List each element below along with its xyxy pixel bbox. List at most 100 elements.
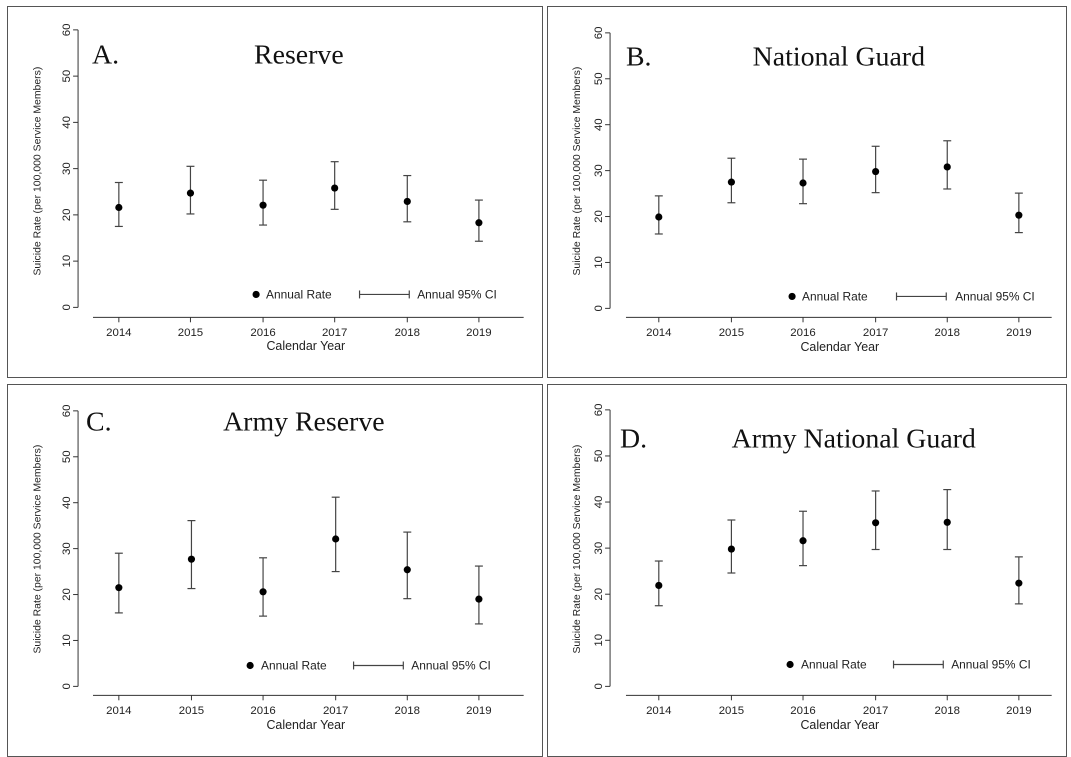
y-tick-label: 30 — [593, 164, 605, 177]
legend-point-label: Annual Rate — [261, 658, 327, 672]
x-axis-label: Calendar Year — [800, 340, 879, 354]
y-tick-label: 30 — [61, 542, 73, 555]
y-tick-label: 0 — [61, 304, 73, 310]
y-tick-label: 0 — [593, 683, 605, 689]
x-tick-label: 2019 — [466, 327, 491, 339]
x-axis-label: Calendar Year — [266, 339, 345, 353]
y-tick-label-group: 10 — [593, 634, 605, 647]
y-axis-label-group: Suicide Rate (per 100,000 Service Member… — [572, 67, 583, 276]
ci-bar — [114, 552, 123, 614]
ci-bar — [403, 531, 412, 600]
plot-area: 0 10 20 30 40 50 60 2014 2015 2016 2017 2018 2019 Ann… — [593, 404, 1052, 717]
y-tick-label-group: 40 — [593, 496, 605, 509]
y-tick-label: 20 — [593, 210, 605, 223]
data-point — [799, 537, 807, 545]
panel-title: Army Reserve — [223, 407, 385, 438]
data-point — [943, 518, 951, 526]
y-tick-label-group: 40 — [61, 496, 73, 509]
y-tick-label: 60 — [593, 27, 605, 40]
y-tick-label: 30 — [593, 542, 605, 555]
x-tick-label: 2017 — [863, 327, 888, 339]
legend: Annual Rate Annual 95% CI — [788, 289, 1035, 303]
y-tick-label-group: 40 — [61, 116, 73, 129]
panel-title: Army National Guard — [732, 424, 976, 455]
x-tick-label: 2019 — [1006, 705, 1031, 717]
data-point — [872, 519, 880, 527]
y-tick-label-group: 30 — [593, 164, 605, 177]
data-point — [403, 197, 411, 206]
legend-point-label: Annual Rate — [802, 289, 868, 303]
legend-point-marker — [252, 290, 260, 299]
y-tick-label: 40 — [61, 116, 73, 129]
data-point — [943, 163, 951, 171]
legend-ci-label: Annual 95% CI — [417, 287, 497, 301]
data-point — [655, 213, 663, 221]
y-tick-label-group: 0 — [593, 305, 605, 311]
y-tick-label-group: 20 — [61, 209, 73, 222]
plot-area: 0 10 20 30 40 50 60 2014 2015 2016 2017 2018 2019 Ann… — [593, 27, 1052, 339]
chart-panel-d: D. Army National Guard Suicide Rate (per… — [547, 384, 1067, 757]
panel-letter: C. — [86, 407, 112, 438]
y-tick-label-group: 30 — [61, 162, 73, 175]
data-point — [186, 189, 195, 197]
y-tick-label-group: 10 — [593, 256, 605, 269]
y-tick-label: 60 — [61, 24, 73, 37]
panel-letter: A. — [92, 40, 119, 71]
y-tick-label: 60 — [61, 405, 73, 418]
legend-point-label: Annual Rate — [266, 287, 332, 301]
x-tick-label: 2014 — [106, 327, 132, 339]
y-tick-label-group: 60 — [61, 405, 73, 418]
y-axis-label-group: Suicide Rate (per 100,000 Service Member… — [572, 445, 583, 654]
panel-title: Reserve — [254, 40, 344, 71]
chart-a-svg: A. Reserve Suicide Rate (per 100,000 Ser… — [32, 24, 524, 353]
chart-b-svg: B. National Guard Suicide Rate (per 100,… — [572, 27, 1052, 354]
y-tick-label: 20 — [593, 588, 605, 601]
ci-bar — [474, 565, 483, 625]
legend: Annual Rate Annual 95% CI — [246, 658, 491, 672]
x-tick-label: 2014 — [646, 327, 672, 339]
x-tick-label: 2017 — [323, 705, 348, 717]
plot-area: 0 10 20 30 40 50 60 2014 2015 2016 2017 2018 2019 Ann… — [61, 24, 524, 339]
data-point — [115, 584, 123, 592]
legend-point-marker — [788, 292, 796, 301]
y-tick-label-group: 20 — [61, 588, 73, 601]
ci-bar — [187, 520, 196, 590]
y-tick-label: 40 — [61, 496, 73, 509]
x-tick-label: 2015 — [178, 327, 203, 339]
legend-ci-label: Annual 95% CI — [411, 658, 491, 672]
y-axis-label: Suicide Rate (per 100,000 Service Member… — [572, 67, 583, 276]
x-tick-label: 2019 — [466, 705, 491, 717]
x-tick-label: 2014 — [646, 705, 672, 717]
chart-panel-b: B. National Guard Suicide Rate (per 100,… — [547, 6, 1067, 378]
legend-point-label: Annual Rate — [801, 657, 867, 671]
y-tick-label-group: 0 — [593, 683, 605, 689]
y-tick-label: 50 — [593, 72, 605, 85]
y-tick-label-group: 30 — [61, 542, 73, 555]
x-tick-label: 2019 — [1006, 327, 1031, 339]
legend-ci-label: Annual 95% CI — [951, 657, 1031, 671]
y-tick-label: 40 — [593, 496, 605, 509]
x-tick-label: 2016 — [250, 327, 275, 339]
data-point — [727, 178, 735, 186]
x-tick-label: 2016 — [790, 327, 815, 339]
y-tick-label-group: 50 — [593, 450, 605, 463]
panel-letter: D. — [620, 424, 647, 455]
y-tick-label: 10 — [61, 634, 73, 647]
chart-panel-c: C. Army Reserve Suicide Rate (per 100,00… — [7, 384, 543, 757]
data-point — [403, 566, 411, 574]
y-tick-label-group: 0 — [61, 304, 73, 310]
data-point — [259, 588, 267, 596]
y-tick-label: 20 — [61, 209, 73, 222]
x-tick-label: 2017 — [863, 705, 888, 717]
y-tick-label-group: 40 — [593, 118, 605, 131]
legend-point-marker — [786, 660, 794, 669]
y-axis-label-group: Suicide Rate (per 100,000 Service Member… — [32, 67, 43, 276]
x-axis-label: Calendar Year — [266, 718, 345, 732]
data-point — [115, 203, 123, 212]
data-point — [259, 201, 267, 209]
y-tick-label: 10 — [61, 255, 73, 268]
y-tick-label-group: 0 — [61, 683, 73, 689]
x-tick-label: 2015 — [179, 705, 204, 717]
y-axis-label: Suicide Rate (per 100,000 Service Member… — [572, 445, 583, 654]
y-axis-label: Suicide Rate (per 100,000 Service Member… — [32, 67, 43, 276]
